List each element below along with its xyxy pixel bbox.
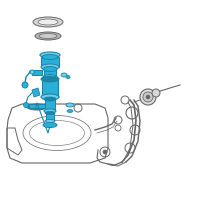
Bar bbox=[42, 79, 58, 97]
Bar bbox=[46, 113, 54, 121]
Ellipse shape bbox=[45, 112, 55, 114]
Polygon shape bbox=[32, 88, 40, 97]
Bar bbox=[29, 104, 45, 108]
Ellipse shape bbox=[43, 122, 57, 128]
Ellipse shape bbox=[35, 32, 61, 40]
Ellipse shape bbox=[33, 17, 63, 27]
Ellipse shape bbox=[41, 94, 59, 100]
Circle shape bbox=[140, 89, 156, 105]
Ellipse shape bbox=[66, 103, 74, 107]
Ellipse shape bbox=[44, 97, 56, 101]
Bar bbox=[32, 70, 42, 75]
Ellipse shape bbox=[41, 64, 59, 70]
Circle shape bbox=[146, 95, 150, 99]
Circle shape bbox=[103, 150, 107, 154]
Ellipse shape bbox=[66, 75, 70, 78]
Ellipse shape bbox=[61, 73, 67, 77]
Ellipse shape bbox=[28, 104, 46, 110]
Bar bbox=[44, 69, 56, 77]
Circle shape bbox=[152, 89, 160, 97]
Circle shape bbox=[22, 82, 28, 88]
Ellipse shape bbox=[39, 33, 57, 38]
Ellipse shape bbox=[45, 119, 55, 122]
Ellipse shape bbox=[42, 54, 58, 60]
Ellipse shape bbox=[30, 70, 35, 74]
Ellipse shape bbox=[44, 109, 56, 113]
Ellipse shape bbox=[43, 66, 57, 72]
Bar bbox=[45, 99, 55, 111]
Bar bbox=[41, 57, 59, 67]
Ellipse shape bbox=[38, 19, 58, 25]
Ellipse shape bbox=[43, 74, 57, 79]
Ellipse shape bbox=[41, 76, 59, 82]
Ellipse shape bbox=[67, 110, 73, 112]
Ellipse shape bbox=[40, 52, 60, 58]
Circle shape bbox=[24, 102, 29, 108]
Circle shape bbox=[143, 92, 153, 102]
